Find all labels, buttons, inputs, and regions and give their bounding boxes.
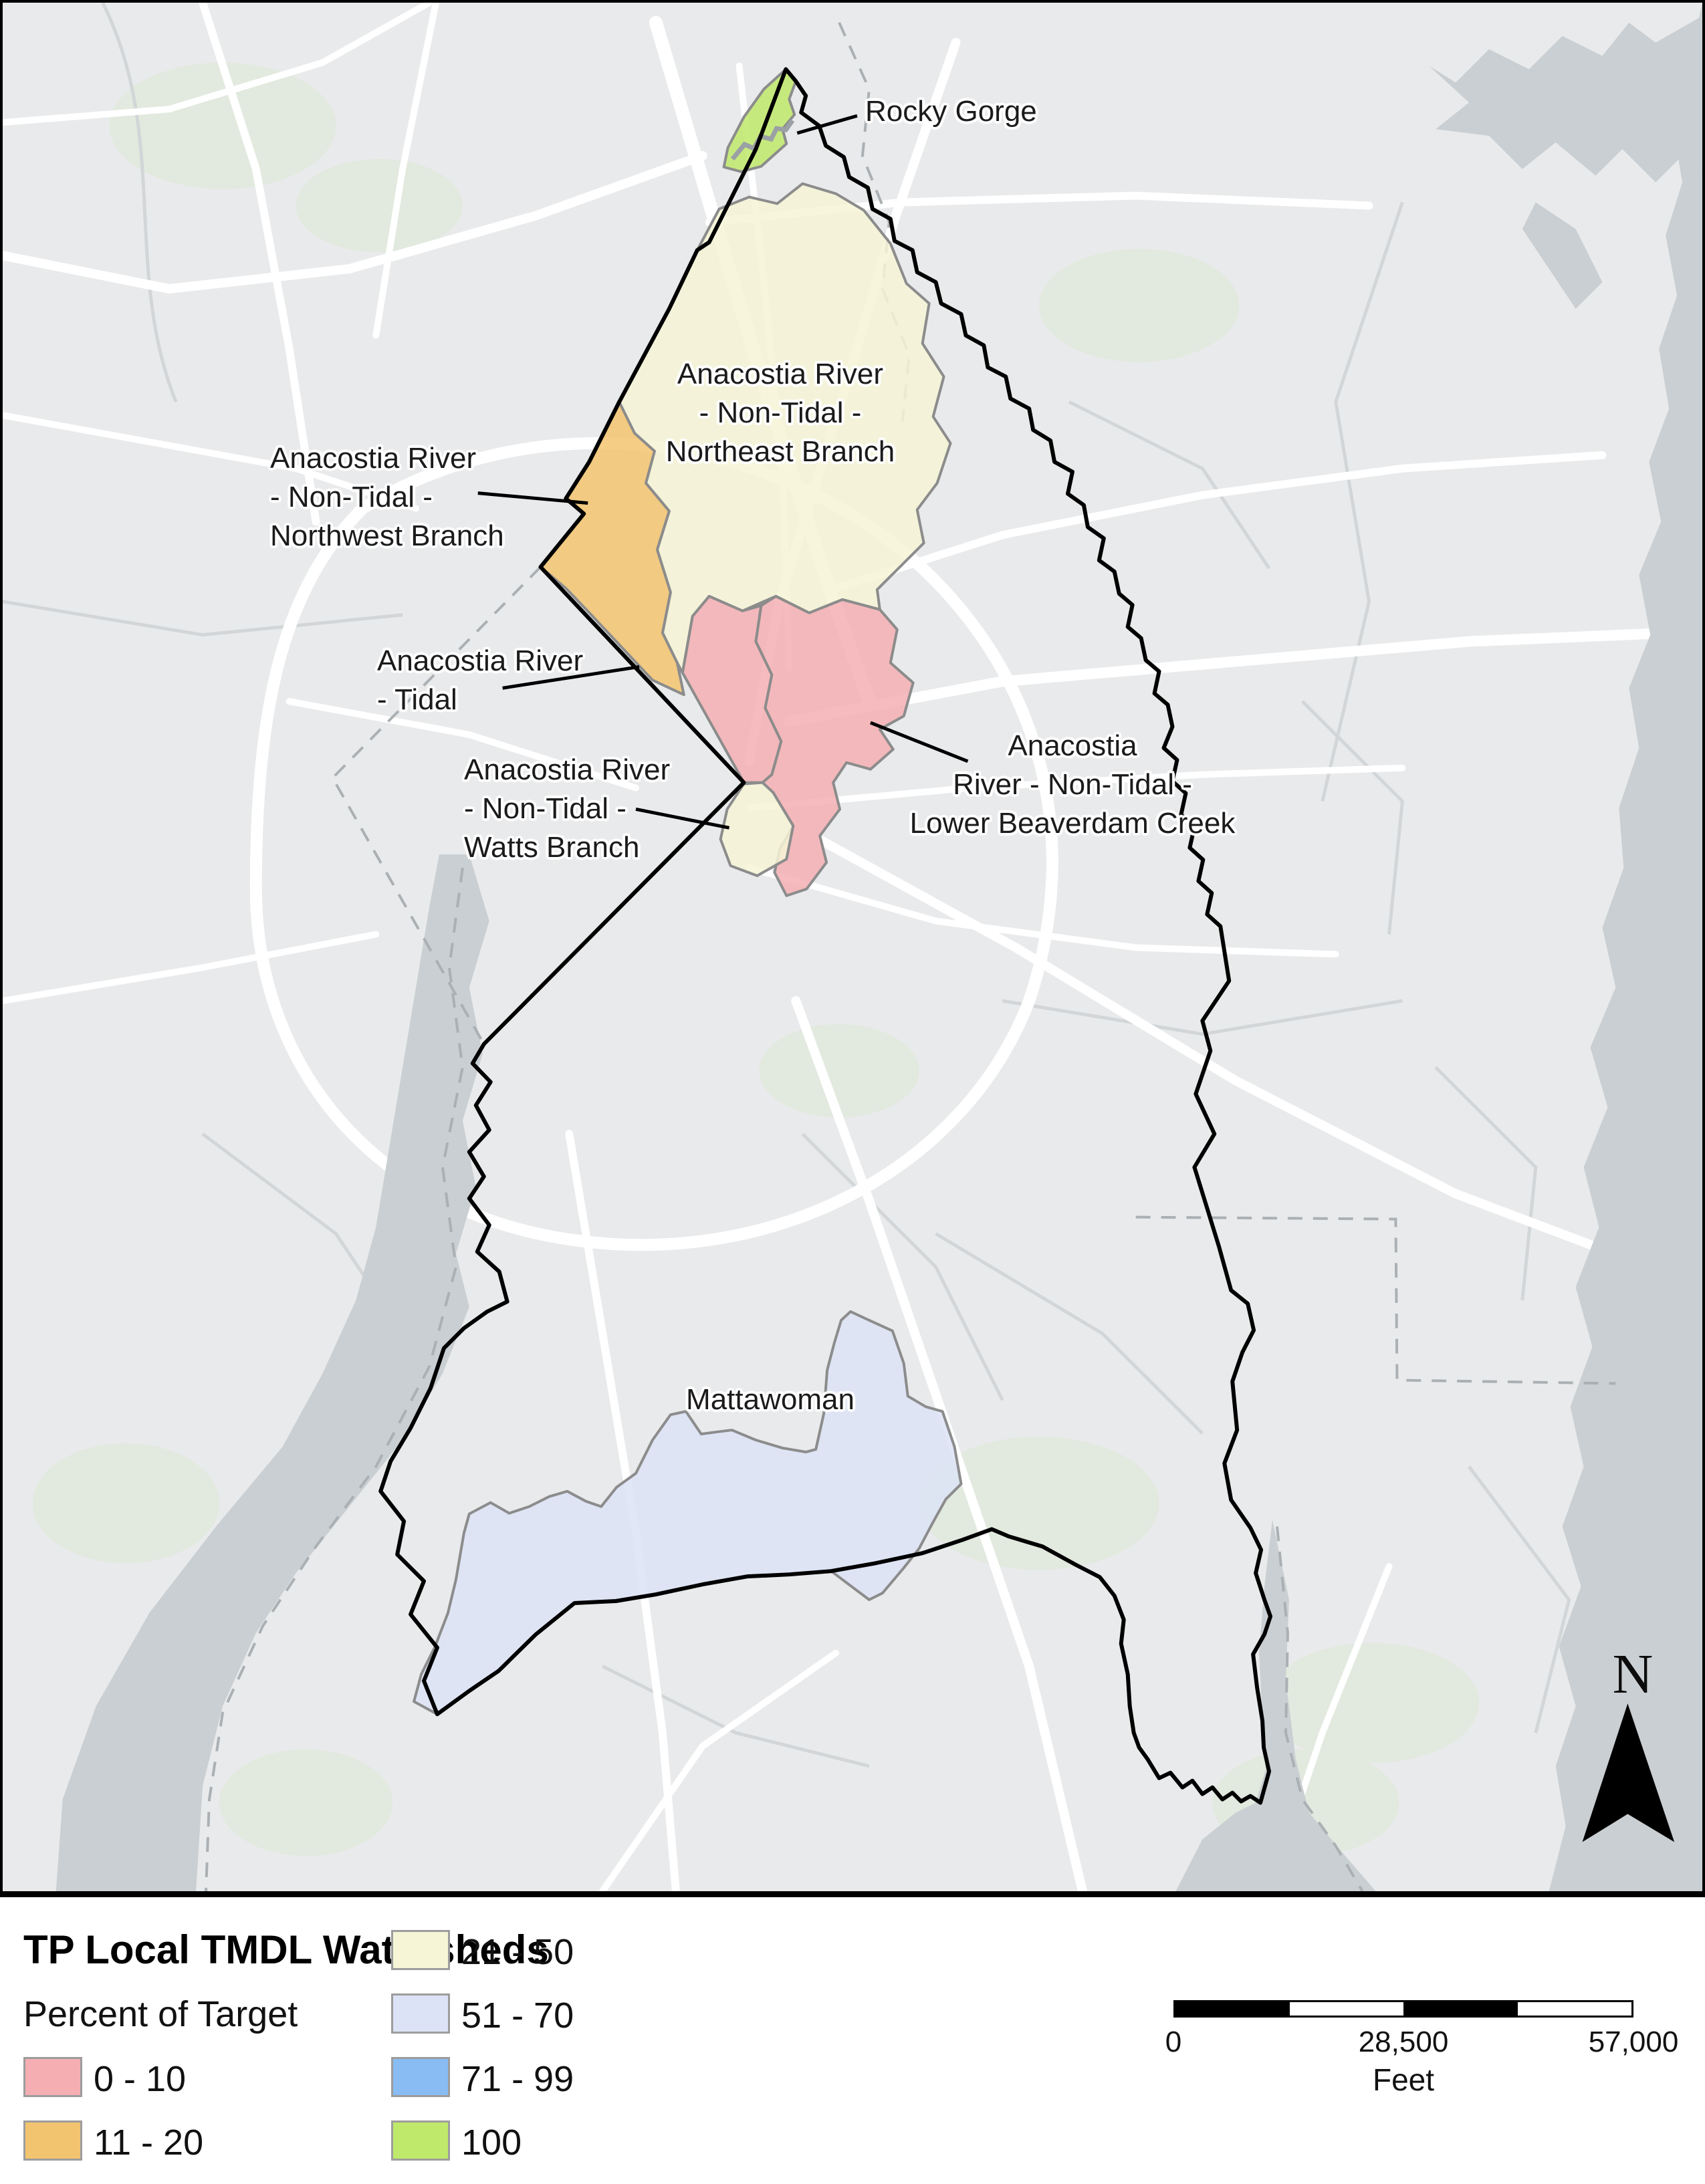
label-tidal: Anacostia River - Tidal	[377, 642, 583, 719]
legend-label-51-70: 51 - 70	[461, 1995, 574, 2036]
scalebar-segment	[1403, 2002, 1518, 2016]
scalebar-tick-end: 57,000	[1588, 2026, 1679, 2058]
scalebar-tick-0: 0	[1165, 2026, 1182, 2058]
scalebar-unit: Feet	[1372, 2062, 1435, 2097]
map-area: Rocky Gorge Anacostia River - Non-Tidal …	[0, 0, 1705, 1897]
leader-lines	[477, 114, 969, 830]
legend-swatch-0-10	[23, 2057, 82, 2097]
legend-swatch-21-50	[391, 1930, 450, 1970]
region-watts-branch	[719, 781, 795, 877]
label-nw-branch-line2: - Non-Tidal -	[270, 481, 433, 513]
scalebar	[1173, 2000, 1633, 2018]
legend-label-11-20: 11 - 20	[94, 2122, 204, 2163]
label-beaverdam-line1: Anacostia	[1008, 729, 1137, 762]
legend-label-0-10: 0 - 10	[94, 2059, 187, 2099]
label-beaverdam-line2: River - Non-Tidal -	[953, 768, 1192, 801]
label-nw-branch: Anacostia River - Non-Tidal - Northwest …	[270, 439, 504, 556]
label-tidal-line1: Anacostia River	[377, 644, 584, 677]
north-arrow-icon	[1582, 1703, 1675, 1842]
label-mattawoman: Mattawoman	[686, 1380, 855, 1419]
scalebar-tick-mid: 28,500	[1358, 2026, 1449, 2058]
label-tidal-line2: - Tidal	[377, 683, 457, 716]
label-ne-branch-line3: Northeast Branch	[665, 435, 895, 468]
label-ne-branch: Anacostia River - Non-Tidal - Northeast …	[666, 355, 895, 471]
label-watts-line2: - Non-Tidal -	[464, 792, 627, 825]
legend-label-21-50: 21 - 50	[461, 1932, 574, 1972]
rocky-gorge-reservoir	[730, 119, 795, 161]
legend-title: TP Local TMDL Watersheds	[23, 1927, 549, 1972]
label-ne-branch-line1: Anacostia River	[677, 358, 884, 390]
label-beaverdam-line3: Lower Beaverdam Creek	[909, 807, 1236, 840]
label-nw-branch-line3: Northwest Branch	[270, 519, 504, 552]
scalebar-segment	[1175, 2002, 1290, 2016]
legend-swatch-100	[391, 2120, 450, 2161]
label-watts: Anacostia River - Non-Tidal - Watts Bran…	[464, 751, 670, 867]
label-rocky-gorge-text: Rocky Gorge	[865, 95, 1037, 128]
legend-swatch-71-99	[391, 2057, 450, 2097]
legend-label-71-99: 71 - 99	[461, 2059, 574, 2099]
label-watts-line1: Anacostia River	[464, 753, 671, 786]
label-rocky-gorge: Rocky Gorge	[865, 92, 1037, 131]
legend-swatch-11-20	[23, 2120, 82, 2161]
legend-label-100: 100	[461, 2122, 522, 2163]
watershed-regions	[413, 68, 963, 1716]
region-lower-beaverdam	[754, 594, 915, 897]
scalebar-segment	[1517, 2002, 1631, 2016]
label-beaverdam: Anacostia River - Non-Tidal - Lower Beav…	[910, 727, 1236, 843]
legend-subtitle: Percent of Target	[23, 1994, 298, 2034]
minor-roads	[3, 3, 1571, 1768]
north-label: N	[1612, 1643, 1654, 1705]
label-mattawoman-text: Mattawoman	[686, 1383, 855, 1416]
water-bodies	[55, 3, 1702, 1891]
label-ne-branch-line2: - Non-Tidal -	[699, 396, 862, 429]
map-canvas	[3, 3, 1702, 1891]
label-watts-line3: Watts Branch	[464, 831, 640, 864]
legend-swatch-51-70	[391, 1993, 450, 2034]
county-boundary	[378, 67, 1273, 1805]
label-nw-branch-line1: Anacostia River	[270, 442, 477, 475]
scalebar-segment	[1289, 2002, 1403, 2016]
